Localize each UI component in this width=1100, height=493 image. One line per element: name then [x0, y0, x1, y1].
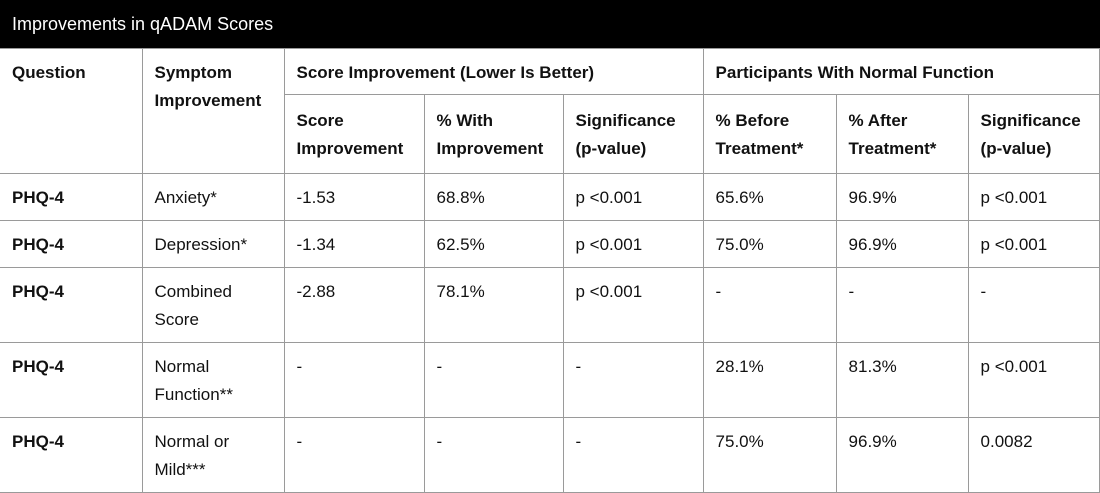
table-body: PHQ-4 Anxiety* -1.53 68.8% p <0.001 65.6% 96.9…: [0, 173, 1100, 493]
cell-pct-with-improvement: 62.5%: [423, 220, 564, 268]
table-row: PHQ-4 Normal Function** - - -28.1% 81.3% p <0.…: [0, 342, 1100, 418]
cell-significance-participants: p <0.001: [967, 173, 1100, 221]
cell-significance-score: p <0.001: [562, 267, 704, 343]
cell-score-improvement: -2.88: [283, 267, 425, 343]
cell-question: PHQ-4: [0, 220, 143, 268]
cell-significance-participants: 0.0082: [967, 417, 1100, 493]
cell-question: PHQ-4: [0, 342, 143, 418]
cell-question: PHQ-4: [0, 173, 143, 221]
cell-symptom: Combined Score: [141, 267, 285, 343]
header-score-improvement: Score Improvement: [284, 94, 425, 174]
cell-question: PHQ-4: [0, 417, 143, 493]
cell-symptom: Anxiety*: [141, 173, 285, 221]
cell-significance-participants: -: [967, 267, 1100, 343]
cell-pct-before: 65.6%: [702, 173, 837, 221]
cell-score-improvement: -1.34: [283, 220, 425, 268]
cell-pct-with-improvement: -: [423, 417, 564, 493]
cell-symptom: Normal Function**: [141, 342, 285, 418]
cell-score-improvement: -1.53: [283, 173, 425, 221]
cell-pct-before: -: [702, 267, 837, 343]
header-question: Question: [0, 48, 143, 174]
table-title: Improvements in qADAM Scores: [0, 0, 1100, 48]
table-row: PHQ-4 Anxiety* -1.53 68.8% p <0.001 65.6% 96.9…: [0, 173, 1100, 221]
header-score-improvement-group: Score Improvement (Lower Is Better): [283, 48, 704, 95]
cell-symptom: Normal or Mild***: [141, 417, 285, 493]
table-row: PHQ-4 Depression* -1.34 62.5% p <0.001 75.0% 9…: [0, 220, 1100, 268]
table-row: PHQ-4 Combined Score -2.88 78.1% p <0.001- - -: [0, 267, 1100, 343]
cell-pct-after: 96.9%: [835, 417, 969, 493]
qadam-table: Question Symptom Improvement Score Impro…: [0, 48, 1100, 493]
cell-pct-before: 28.1%: [702, 342, 837, 418]
header-significance-score: Significance (p-value): [562, 94, 704, 174]
cell-significance-score: p <0.001: [562, 173, 704, 221]
header-participants-group: Participants With Normal Function: [702, 48, 1100, 95]
cell-pct-before: 75.0%: [702, 417, 837, 493]
cell-pct-after: 96.9%: [835, 173, 969, 221]
cell-pct-with-improvement: 68.8%: [423, 173, 564, 221]
cell-pct-after: 81.3%: [835, 342, 969, 418]
cell-score-improvement: -: [283, 342, 425, 418]
table-row: PHQ-4 Normal or Mild*** - - -75.0% 96.9% 0.008…: [0, 417, 1100, 493]
header-pct-with-improvement: % With Improvement: [423, 94, 564, 174]
cell-pct-before: 75.0%: [702, 220, 837, 268]
cell-significance-score: -: [562, 417, 704, 493]
cell-pct-with-improvement: -: [423, 342, 564, 418]
cell-question: PHQ-4: [0, 267, 143, 343]
cell-significance-score: p <0.001: [562, 220, 704, 268]
cell-symptom: Depression*: [141, 220, 285, 268]
cell-significance-participants: p <0.001: [967, 342, 1100, 418]
cell-significance-participants: p <0.001: [967, 220, 1100, 268]
cell-score-improvement: -: [283, 417, 425, 493]
header-symptom-improvement: Symptom Improvement: [141, 48, 285, 174]
cell-pct-after: 96.9%: [835, 220, 969, 268]
header-significance-participants: Significance (p-value): [967, 94, 1100, 174]
cell-pct-after: -: [835, 267, 969, 343]
header-pct-after-treatment: % After Treatment*: [835, 94, 969, 174]
cell-pct-with-improvement: 78.1%: [423, 267, 564, 343]
cell-significance-score: -: [562, 342, 704, 418]
header-pct-before-treatment: % Before Treatment*: [702, 94, 837, 174]
